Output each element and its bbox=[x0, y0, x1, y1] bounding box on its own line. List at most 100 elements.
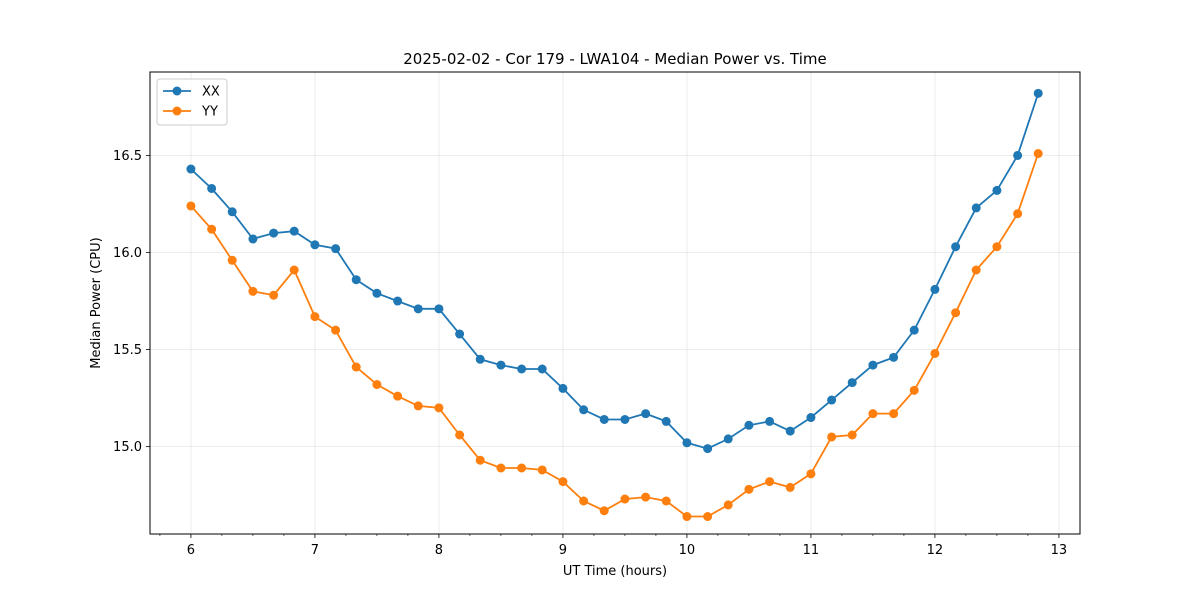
data-point-yy bbox=[517, 463, 527, 473]
x-tick-label: 9 bbox=[559, 543, 567, 558]
data-point-xx bbox=[723, 434, 733, 444]
legend-label-yy: YY bbox=[201, 105, 218, 120]
data-point-xx bbox=[517, 364, 527, 374]
data-point-xx bbox=[248, 234, 258, 244]
data-point-yy bbox=[475, 455, 485, 465]
data-point-xx bbox=[909, 325, 919, 335]
x-tick-label: 8 bbox=[435, 543, 443, 558]
data-point-yy bbox=[351, 362, 361, 372]
data-point-yy bbox=[909, 385, 919, 395]
data-point-xx bbox=[971, 203, 981, 213]
data-point-yy bbox=[620, 494, 630, 504]
data-point-yy bbox=[661, 496, 671, 506]
data-point-xx bbox=[868, 360, 878, 370]
data-point-yy bbox=[765, 477, 775, 487]
data-point-xx bbox=[641, 409, 651, 419]
legend-label-xx: XX bbox=[202, 85, 220, 100]
data-point-yy bbox=[289, 265, 299, 275]
data-point-yy bbox=[868, 409, 878, 419]
legend: XX YY bbox=[156, 78, 228, 126]
data-point-yy bbox=[785, 482, 795, 492]
y-axis-label: Median Power (CPU) bbox=[89, 237, 104, 368]
data-point-xx bbox=[269, 228, 279, 238]
data-point-xx bbox=[827, 395, 837, 405]
data-point-yy bbox=[558, 477, 568, 487]
data-point-yy bbox=[537, 465, 547, 475]
data-point-xx bbox=[434, 304, 444, 314]
data-point-yy bbox=[455, 430, 465, 440]
data-point-xx bbox=[289, 226, 299, 236]
data-point-yy bbox=[971, 265, 981, 275]
data-point-xx bbox=[744, 420, 754, 430]
data-point-xx bbox=[186, 164, 196, 174]
y-tick-label: 15.5 bbox=[113, 343, 142, 358]
data-point-xx bbox=[310, 240, 320, 250]
data-point-yy bbox=[744, 484, 754, 494]
data-point-xx bbox=[1033, 88, 1043, 98]
data-point-xx bbox=[992, 185, 1002, 195]
y-tick-label: 16.5 bbox=[113, 149, 142, 164]
x-tick-label: 10 bbox=[679, 543, 696, 558]
data-point-yy bbox=[847, 430, 857, 440]
data-point-yy bbox=[248, 286, 258, 296]
data-point-xx bbox=[455, 329, 465, 339]
data-point-yy bbox=[682, 512, 692, 522]
data-point-xx bbox=[393, 296, 403, 306]
data-point-xx bbox=[599, 414, 609, 424]
ticks: 6 7 8 9 10 11 12 13 15.0 15.5 16.0 16.5 bbox=[113, 149, 1067, 558]
data-point-yy bbox=[207, 224, 217, 234]
data-point-xx bbox=[661, 416, 671, 426]
y-tick-label: 15.0 bbox=[113, 440, 142, 455]
data-point-yy bbox=[310, 312, 320, 322]
data-point-xx bbox=[537, 364, 547, 374]
x-tick-label: 11 bbox=[803, 543, 820, 558]
data-point-yy bbox=[889, 409, 899, 419]
x-tick-label: 7 bbox=[311, 543, 319, 558]
data-point-xx bbox=[847, 378, 857, 388]
data-point-xx bbox=[372, 288, 382, 298]
data-point-yy bbox=[951, 308, 961, 318]
data-point-yy bbox=[723, 500, 733, 510]
data-point-xx bbox=[351, 275, 361, 285]
data-point-yy bbox=[413, 401, 423, 411]
data-point-xx bbox=[331, 244, 341, 254]
data-point-yy bbox=[496, 463, 506, 473]
x-tick-label: 12 bbox=[927, 543, 944, 558]
x-tick-label: 6 bbox=[187, 543, 195, 558]
data-point-xx bbox=[620, 414, 630, 424]
data-point-xx bbox=[579, 405, 589, 415]
data-point-xx bbox=[413, 304, 423, 314]
data-point-yy bbox=[641, 492, 651, 502]
x-axis-label: UT Time (hours) bbox=[563, 564, 667, 579]
data-point-yy bbox=[930, 348, 940, 358]
data-point-xx bbox=[496, 360, 506, 370]
data-point-yy bbox=[269, 290, 279, 300]
data-point-xx bbox=[703, 444, 713, 454]
data-point-yy bbox=[1013, 209, 1023, 219]
data-point-yy bbox=[372, 380, 382, 390]
legend-marker-yy bbox=[172, 106, 182, 116]
data-point-yy bbox=[599, 506, 609, 516]
data-point-yy bbox=[579, 496, 589, 506]
data-point-xx bbox=[765, 416, 775, 426]
legend-marker-xx bbox=[172, 86, 182, 96]
data-point-xx bbox=[930, 284, 940, 294]
data-point-yy bbox=[331, 325, 341, 335]
data-point-yy bbox=[827, 432, 837, 442]
data-point-xx bbox=[1013, 150, 1023, 160]
data-point-xx bbox=[785, 426, 795, 436]
data-point-yy bbox=[186, 201, 196, 211]
data-point-xx bbox=[889, 352, 899, 362]
data-point-xx bbox=[806, 413, 816, 423]
data-point-yy bbox=[434, 403, 444, 413]
data-point-xx bbox=[682, 438, 692, 448]
data-point-xx bbox=[558, 383, 568, 393]
x-tick-label: 13 bbox=[1051, 543, 1068, 558]
chart-title: 2025-02-02 - Cor 179 - LWA104 - Median P… bbox=[403, 50, 827, 68]
data-point-yy bbox=[227, 255, 237, 265]
data-point-yy bbox=[393, 391, 403, 401]
series-layer bbox=[186, 88, 1043, 522]
data-point-yy bbox=[703, 512, 713, 522]
data-point-yy bbox=[1033, 149, 1043, 159]
